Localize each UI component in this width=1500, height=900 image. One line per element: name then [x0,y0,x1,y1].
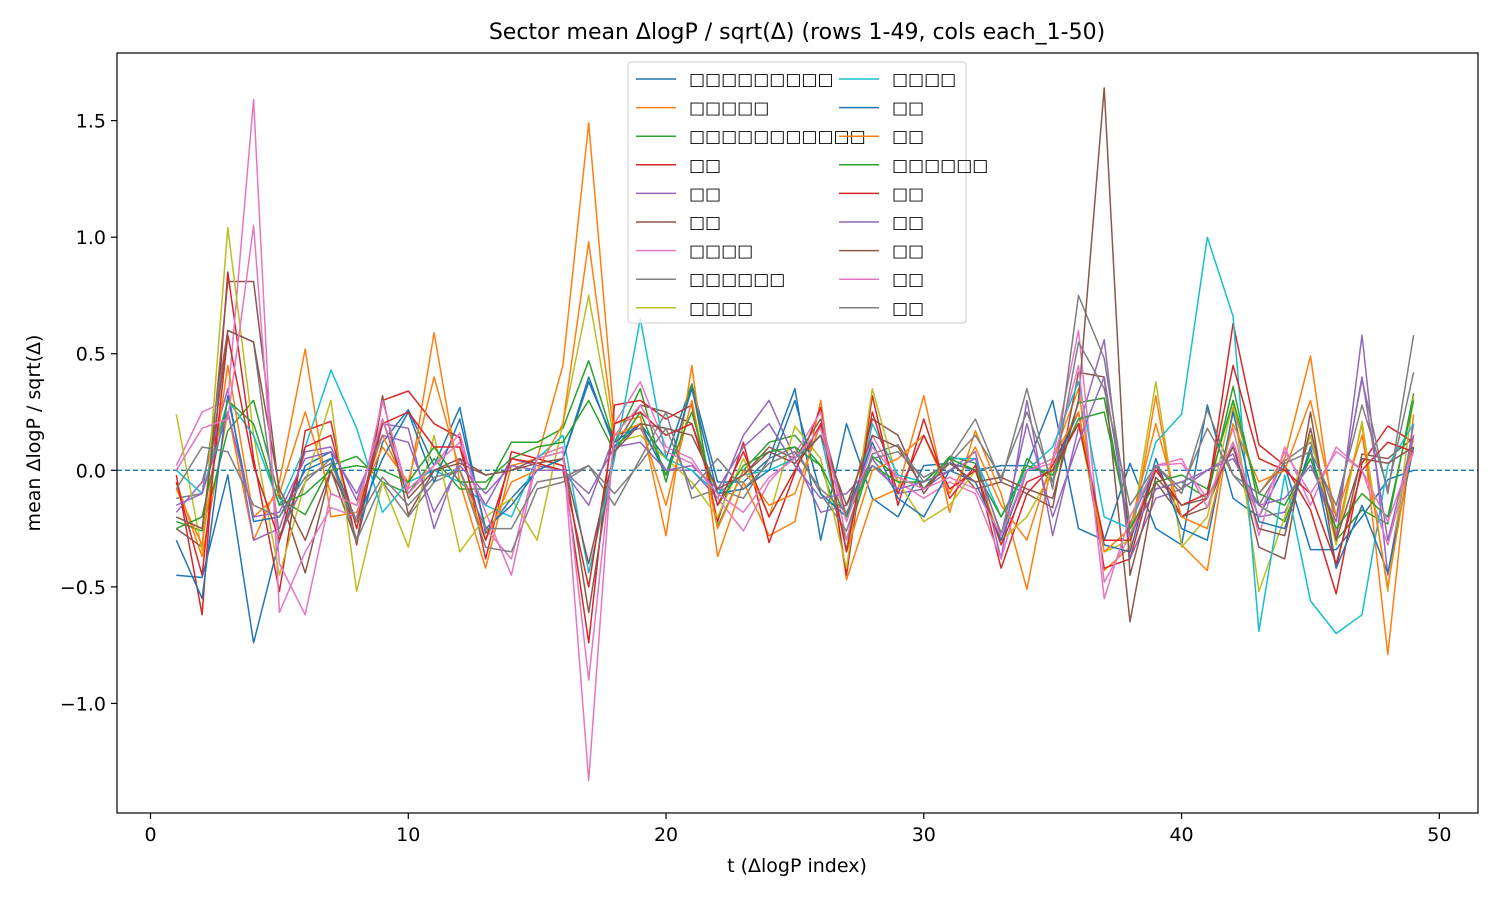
y-tick-label: 1.5 [76,111,106,133]
legend-label: □□ [892,127,924,147]
chart-title: Sector mean ΔlogP / sqrt(Δ) (rows 1-49, … [489,20,1105,45]
x-axis-label: t (ΔlogP index) [727,855,867,877]
legend-label: □□ [892,299,924,319]
legend-box [627,61,967,324]
series-line-1 [176,376,1414,644]
x-tick-label: 10 [396,824,420,846]
legend-label: □□□□ [689,299,753,319]
legend: □□□□□□□□□□□□□□□□□□□□□□□□□□□□□□□□□□□□□□□□… [627,61,988,324]
legend-label: □□□□□ [689,99,769,119]
y-tick-label: 0.5 [76,344,106,366]
legend-label: □□ [689,184,721,204]
legend-label: □□□□□□□□□□□ [689,127,866,147]
legend-label: □□ [689,213,721,233]
series-line-11 [175,380,1415,600]
legend-label: □□ [892,213,924,233]
x-tick-label: 40 [1169,824,1193,846]
y-tick-label: −0.5 [60,577,106,599]
y-tick-label: 0.0 [76,460,106,482]
y-axis-label: mean ΔlogP / sqrt(Δ) [23,335,45,532]
series-line-7 [175,98,1415,782]
legend-label: □□□□□□□□□ [689,70,834,90]
legend-label: □□ [689,156,721,176]
series-line-17 [175,224,1415,681]
legend-label: □□ [892,99,924,119]
x-tick-label: 0 [144,824,156,846]
legend-label: □□□□ [892,70,956,90]
y-tick-label: −1.0 [60,693,106,715]
plot-frame [116,52,1479,814]
legend-label: □□□□□□ [892,156,988,176]
x-tick-label: 30 [912,824,936,846]
legend-label: □□□□□□ [689,270,785,290]
series-line-14 [175,334,1414,588]
legend-label: □□ [892,184,924,204]
series-line-13 [175,399,1415,530]
series-lines [175,87,1415,782]
series-line-12 [175,241,1415,588]
x-tick-label: 50 [1427,824,1451,846]
plot-area: 0 10 20 30 40 50 −1.0 −0.5 0.0 0.5 1.0 1.5 [60,52,1479,846]
series-line-9 [175,227,1415,593]
legend-label: □□ [892,270,924,290]
legend-label: □□□□ [689,242,753,262]
legend-label: □□ [892,242,924,262]
x-tick-label: 20 [654,824,678,846]
y-tick-label: 1.0 [76,227,106,249]
series-line-15 [175,376,1415,541]
series-line-18 [175,341,1415,530]
